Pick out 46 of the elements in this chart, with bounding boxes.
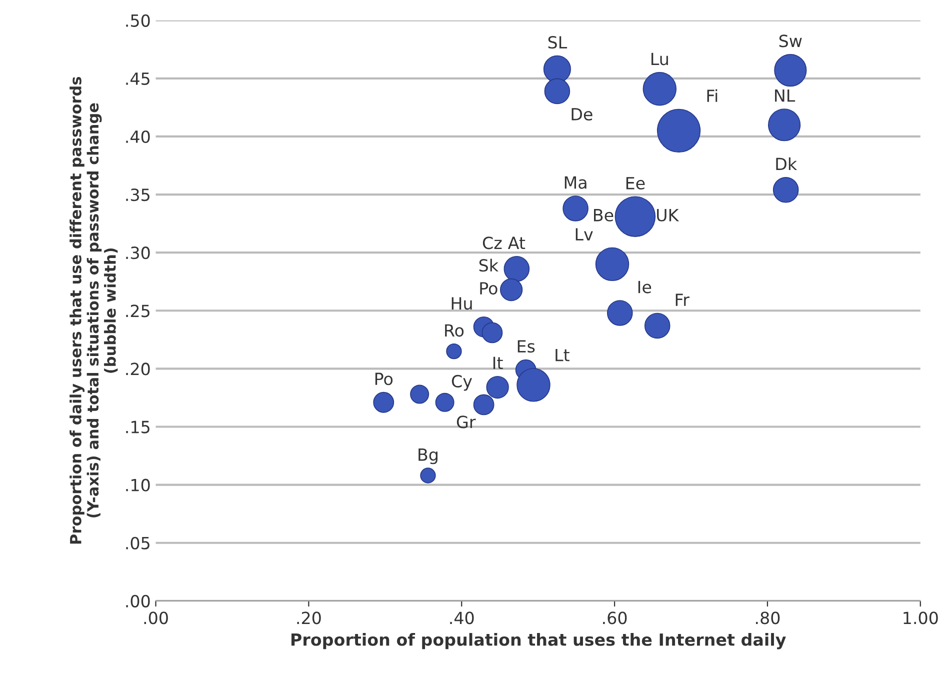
annotation: Gr xyxy=(456,416,476,428)
x-tick-label: .20 xyxy=(297,612,321,624)
x-axis-title: Proportion of population that uses the Internet daily xyxy=(291,633,786,650)
annotation: Ma xyxy=(564,176,586,189)
annotation: SL xyxy=(548,36,568,49)
annotation: Fr xyxy=(676,294,690,306)
annotation: Be xyxy=(594,209,614,222)
annotation: Po xyxy=(480,282,498,295)
annotation: Po xyxy=(375,372,393,386)
y-tick-label: .25 xyxy=(126,304,150,318)
x-tick-label: .00 xyxy=(144,612,168,624)
annotation: Cy xyxy=(452,374,472,391)
annotation: Lv xyxy=(576,228,593,240)
x-tick-label: .40 xyxy=(450,612,474,624)
annotation: Hu xyxy=(452,297,472,310)
annotation: Fi xyxy=(707,89,718,102)
y-tick-label: .15 xyxy=(126,420,150,434)
y-tick-label: .20 xyxy=(126,362,150,376)
annotation: Es xyxy=(518,340,535,353)
y-tick-label: .30 xyxy=(126,246,150,260)
y-axis-title: Proportion of daily users that use different passwords (Y-axis) and total situations of password change (bubble width) xyxy=(70,76,118,544)
y-tick-label: .05 xyxy=(126,536,150,550)
y-tick-label: .00 xyxy=(126,594,150,608)
annotation: Ie xyxy=(638,280,652,294)
x-tick-label: .60 xyxy=(603,612,627,624)
y-tick-label: .40 xyxy=(126,130,150,144)
annotation: Dk xyxy=(776,157,798,170)
annotation: It xyxy=(493,356,503,369)
annotation: Ro xyxy=(445,324,464,337)
annotation: Sw xyxy=(779,34,802,48)
annotation: Sk xyxy=(479,258,498,272)
annotation: Bg xyxy=(418,448,438,464)
y-tick-label: .10 xyxy=(126,478,150,492)
annotation: Lt xyxy=(556,348,570,362)
annotation: UK xyxy=(657,209,680,222)
annotation: Ee xyxy=(626,177,645,190)
annotation: NL xyxy=(775,89,796,102)
annotation: At xyxy=(508,236,526,249)
y-tick-label: .35 xyxy=(126,188,150,202)
y-tick-label: .50 xyxy=(126,14,150,27)
annotation: Lu xyxy=(652,52,668,66)
annotation: Cz xyxy=(482,236,502,250)
x-tick-label: 1.00 xyxy=(904,612,938,624)
x-tick-label: .80 xyxy=(756,612,780,624)
annotation: De xyxy=(572,108,592,121)
y-tick-label: .45 xyxy=(126,72,150,85)
